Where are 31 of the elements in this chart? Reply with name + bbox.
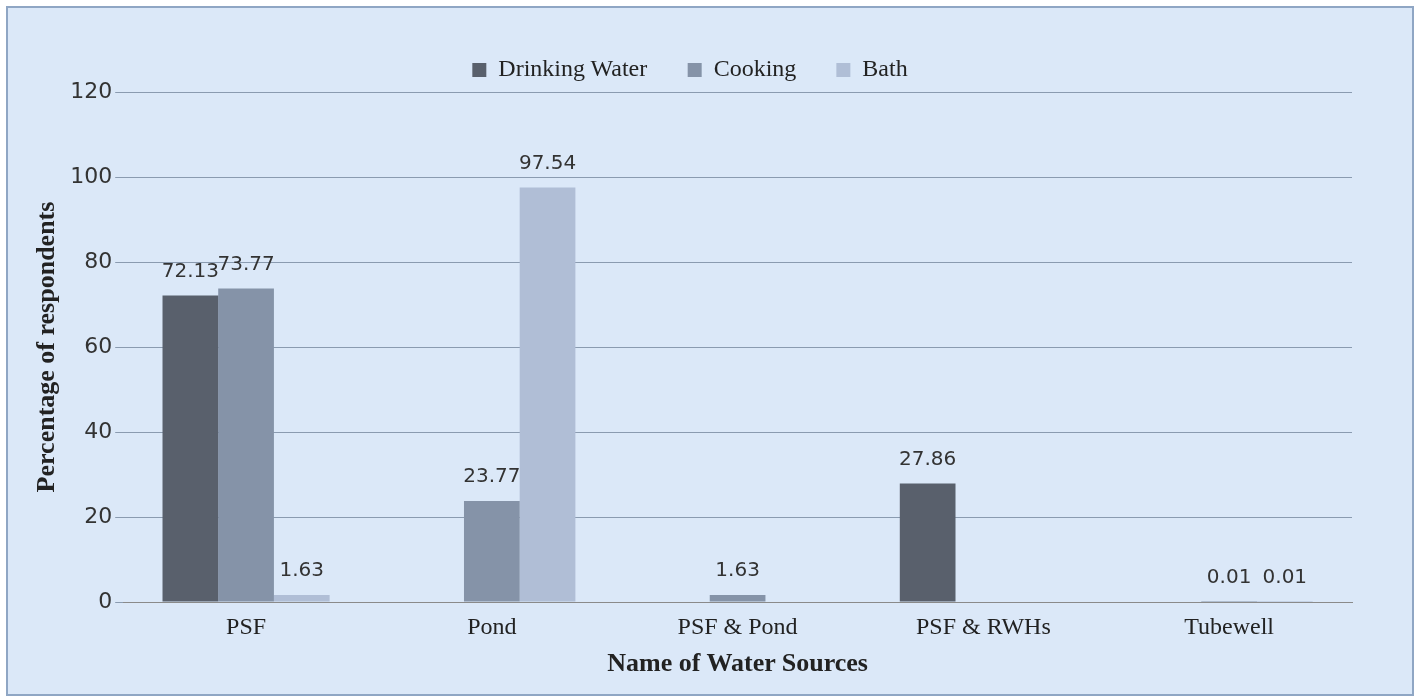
data-label: 97.54 [518, 149, 577, 174]
x-tick-label: PSF & RWHs [916, 612, 1051, 639]
x-tick-label: PSF [226, 612, 267, 639]
data-label: 23.77 [463, 463, 521, 488]
bar [899, 483, 956, 602]
y-tick-label: 100 [70, 162, 113, 188]
data-label: 27.86 [899, 445, 957, 470]
y-tick-label: 120 [70, 77, 113, 103]
bar [162, 295, 219, 602]
data-label: 73.77 [217, 250, 275, 275]
x-tick-label: PSF & Pond [677, 612, 798, 639]
x-axis-title: Name of Water Sources [607, 648, 868, 678]
y-tick-label: 0 [98, 587, 113, 613]
data-label: 1.63 [279, 557, 325, 582]
data-label: 0.01 [1262, 564, 1308, 589]
y-axis-title: Percentage of respondents [31, 201, 61, 493]
legend-label: Drinking Water [498, 55, 648, 82]
legend-label: Cooking [713, 55, 797, 82]
data-label: 0.01 [1206, 564, 1252, 589]
legend-label: Bath [862, 55, 908, 82]
bar [519, 187, 576, 602]
y-tick-label: 60 [84, 332, 113, 358]
x-tick-label: Tubewell [1184, 612, 1275, 639]
y-tick-label: 40 [84, 417, 113, 443]
x-tick-label: Pond [467, 612, 517, 639]
data-label: 1.63 [715, 557, 760, 582]
bar [273, 595, 330, 602]
bar [709, 595, 766, 602]
data-label: 72.13 [161, 257, 219, 282]
y-tick-label: 80 [84, 247, 113, 273]
y-tick-label: 20 [84, 502, 113, 528]
